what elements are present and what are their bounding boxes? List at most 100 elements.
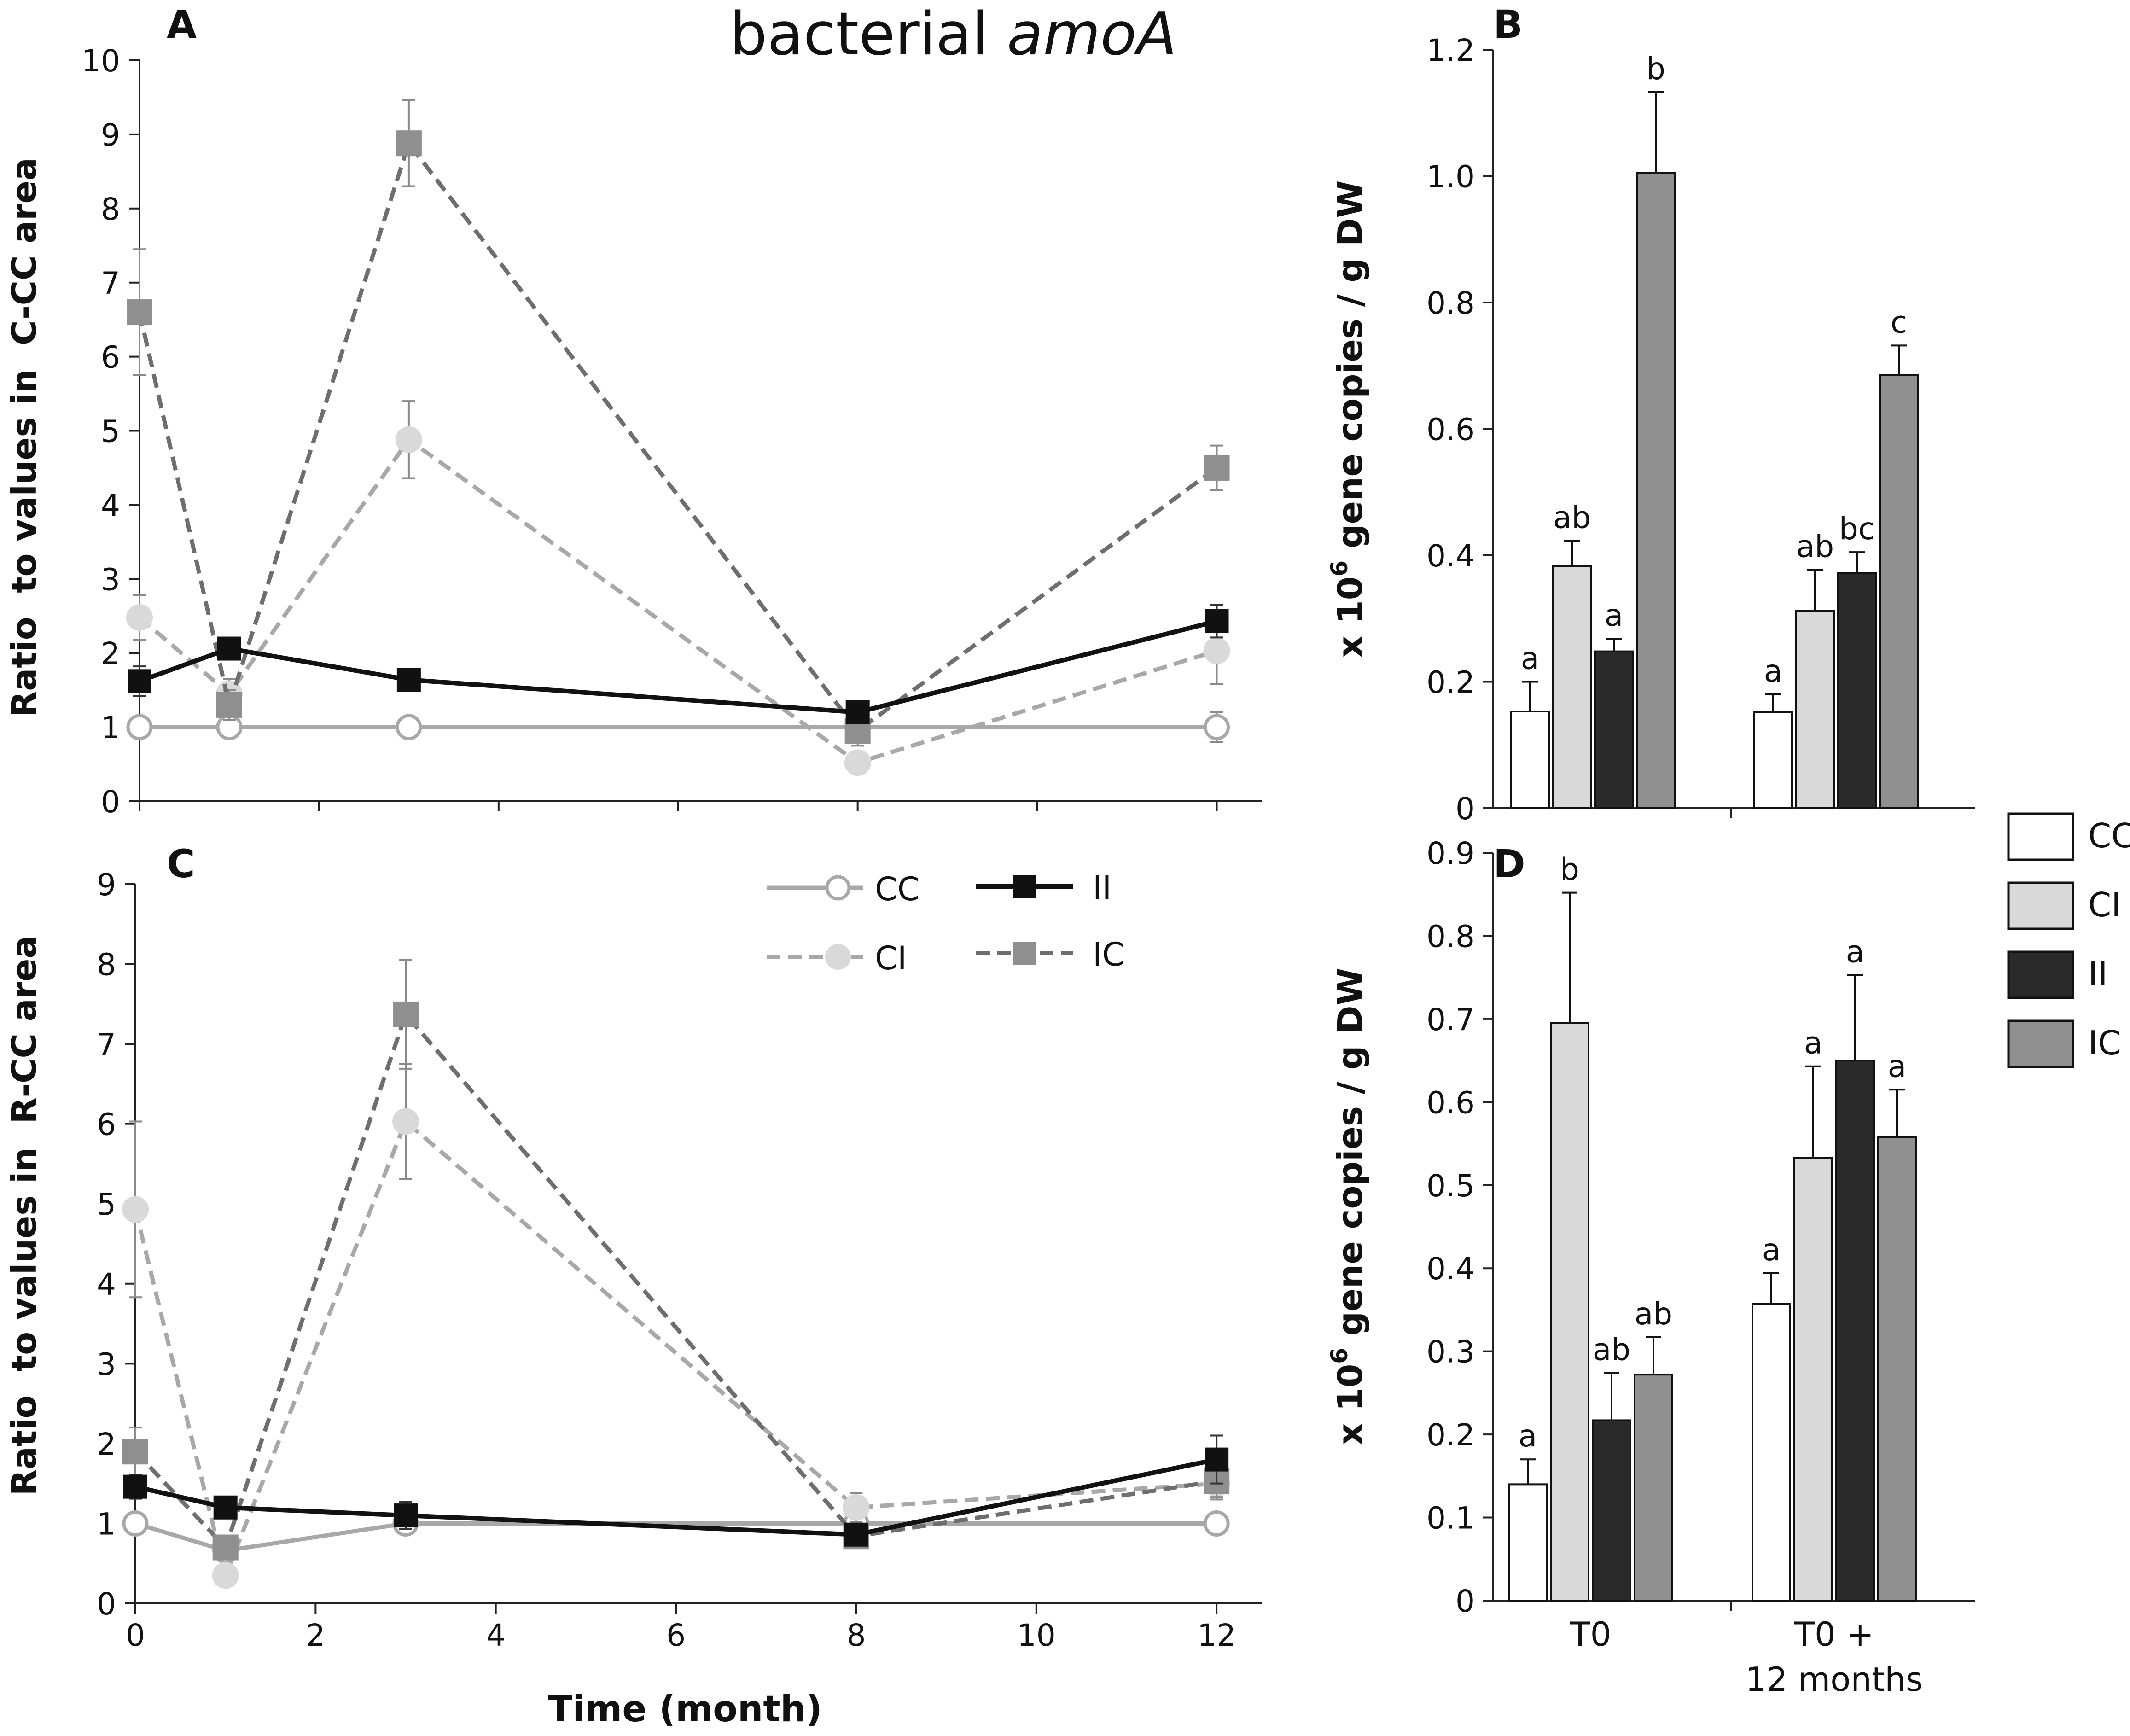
legend-ci-label: CI	[875, 939, 907, 977]
panel-b-ci-significance-letter: ab	[1553, 500, 1591, 535]
panel-d-cc-significance-letter: a	[1762, 1232, 1781, 1268]
panel-c-y-tick-label: 0	[97, 1586, 116, 1622]
panel-d-ii-bar	[1835, 1060, 1875, 1602]
panel-letter-c: C	[167, 841, 195, 886]
panel-a-ic-point	[216, 692, 242, 718]
panel-d-y-tick-label: 0.6	[1426, 1085, 1475, 1120]
panel-b-ic-significance-letter: c	[1891, 304, 1907, 340]
panel-a-ic-point	[1204, 454, 1230, 481]
panel-b-ylabel-exp: 6	[1326, 560, 1353, 577]
panel-d-y-tick-label: 0.7	[1426, 1002, 1475, 1037]
panel-b-y-tick-label: 0	[1455, 791, 1475, 827]
panel-c-xlabel: Time (month)	[548, 1689, 822, 1730]
panel-c-x-tick-label: 0	[126, 1618, 145, 1653]
panel-b-y-tick-label: 1.0	[1426, 159, 1475, 195]
panel-b-ylabel: x 106 gene copies / g DW	[1326, 181, 1370, 658]
panel-d-bar-chart: 00.10.20.30.40.50.60.70.80.9abababaaaaT0…	[1426, 836, 1975, 1699]
panel-d-category-label: 12 months	[1746, 1660, 1923, 1699]
line-legend: CC II CI IC	[767, 869, 1125, 977]
bar-legend: CC CI II IC	[2007, 812, 2130, 1068]
panel-c-ci-series-line	[133, 1118, 1217, 1582]
panel-a-y-tick-label: 2	[101, 636, 120, 671]
figure-title-gene: amoA	[1007, 0, 1177, 69]
panel-b-cc-significance-letter: a	[1521, 641, 1539, 676]
panel-d-ylabel-suffix: gene copies / g DW	[1331, 968, 1370, 1348]
panel-a-ic-series-line	[137, 139, 1218, 734]
panel-c-y-tick-label: 6	[97, 1107, 116, 1142]
panel-b-ic-bar	[1636, 172, 1676, 810]
figure-title-prefix: bacterial	[730, 0, 1007, 69]
panel-a-cc-point	[126, 714, 153, 740]
legend-bar-ic-swatch	[2007, 1019, 2074, 1068]
panel-d-y-tick-label: 0.8	[1426, 919, 1475, 954]
panel-a-ii-point	[845, 700, 870, 724]
panel-c-ci-point	[392, 1108, 419, 1135]
panel-d-ci-bar	[1793, 1157, 1833, 1602]
panel-d-ylabel-exp: 6	[1326, 1348, 1353, 1364]
panel-d-ic-bar	[1634, 1374, 1673, 1602]
panel-c-ic-point	[393, 1001, 419, 1027]
panel-a-y-tick-label: 1	[101, 710, 120, 746]
legend-bar-cc-label: CC	[2088, 816, 2130, 855]
panel-d-ci-significance-letter: b	[1560, 852, 1579, 887]
panel-b-cc-bar	[1753, 711, 1793, 809]
panel-a-cc-point	[396, 714, 422, 740]
panel-a-line-chart: 0 1 2 3 4 5 6 7 8 9 10	[81, 43, 1262, 820]
panel-c-x-tick-label: 6	[666, 1618, 686, 1653]
panel-c-ci-point	[212, 1562, 239, 1589]
panel-c-y-tick-label: 8	[97, 947, 116, 983]
panel-a-y-tick-label: 6	[101, 340, 120, 375]
panel-a-ci-point	[395, 426, 422, 453]
panel-d-y-tick-label: 0.1	[1426, 1501, 1475, 1536]
legend-cc-label: CC	[875, 870, 920, 908]
panel-d-ylabel-prefix: x 10	[1331, 1364, 1370, 1445]
panel-b-y-tick-label: 0.4	[1426, 538, 1475, 574]
panel-c-x-tick-label: 4	[486, 1618, 506, 1653]
legend-ii-marker	[1013, 875, 1036, 898]
panel-c-x-tick-label: 2	[306, 1618, 325, 1653]
legend-cc-marker	[825, 875, 851, 901]
panel-c-cc-point	[122, 1510, 149, 1537]
panel-a-y-tick-label: 7	[101, 266, 120, 301]
panel-d-y-tick-label: 0	[1455, 1584, 1475, 1619]
legend-bar-ci-label: CI	[2088, 885, 2121, 924]
panel-c-x-tick-label: 8	[846, 1618, 866, 1653]
legend-bar-cc-swatch	[2007, 812, 2074, 861]
panel-c-y-tick-label: 9	[97, 867, 116, 903]
panel-c-y-tick-label: 4	[97, 1267, 116, 1302]
panel-b-ic-bar	[1879, 374, 1919, 809]
panel-a-ic-point	[127, 299, 152, 326]
panel-c-ii-point	[1205, 1447, 1229, 1472]
panel-d-cc-significance-letter: a	[1519, 1418, 1537, 1454]
panel-b-ii-significance-letter: a	[1605, 598, 1623, 633]
panel-d-ylabel: x 106 gene copies / g DW	[1326, 968, 1370, 1445]
panel-d-ci-significance-letter: a	[1804, 1025, 1822, 1061]
legend-bar-ci-swatch	[2007, 881, 2074, 930]
panel-d-ii-significance-letter: ab	[1593, 1332, 1630, 1368]
panel-a-ci-series-line	[138, 437, 1217, 765]
panel-b-cc-bar	[1510, 711, 1550, 809]
panel-b-ii-significance-letter: bc	[1839, 511, 1875, 547]
panel-c-x-tick-label: 12	[1197, 1618, 1236, 1653]
panel-c-y-tick-label: 1	[97, 1506, 116, 1542]
panel-d-y-tick-label: 0.4	[1426, 1251, 1475, 1287]
panel-d-ic-significance-letter: ab	[1635, 1296, 1672, 1332]
panel-b-ci-bar	[1552, 565, 1592, 809]
panel-a-y-tick-label: 5	[101, 414, 120, 449]
panel-b-ylabel-suffix: gene copies / g DW	[1331, 181, 1370, 560]
panel-a-y-tick-label: 0	[101, 784, 120, 820]
legend-bar-ii-label: II	[2088, 955, 2107, 993]
panel-d-ic-significance-letter: a	[1888, 1049, 1906, 1084]
panel-b-ci-bar	[1795, 610, 1835, 810]
panel-c-x-tick-label: 10	[1017, 1618, 1056, 1653]
panel-d-category-label: T0	[1570, 1615, 1612, 1654]
panel-b-ic-significance-letter: b	[1646, 51, 1665, 87]
panel-d-y-tick-label: 0.2	[1426, 1417, 1475, 1453]
panel-a-ylabel: Ratio to values in C-CC area	[5, 157, 44, 717]
panel-a-ic-point	[396, 130, 422, 157]
panel-b-ylabel-prefix: x 10	[1331, 577, 1370, 658]
panel-b-cc-significance-letter: a	[1764, 653, 1782, 689]
